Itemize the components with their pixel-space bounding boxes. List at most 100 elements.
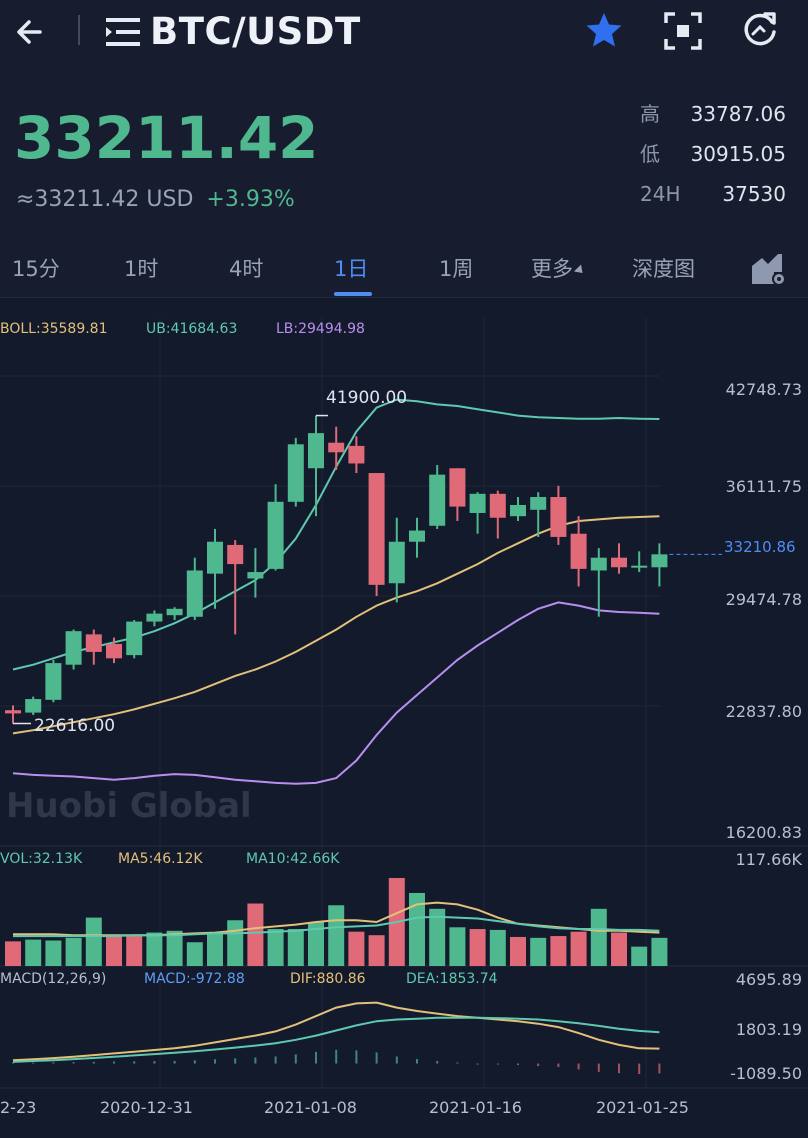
kline-chart[interactable]: BOLL:35589.81 UB:41684.63 LB:29494.98 42…	[0, 298, 808, 1138]
legend-boll: BOLL:35589.81	[0, 321, 108, 337]
volume-bar	[186, 942, 203, 966]
tab-more-label: 更多	[531, 257, 573, 281]
macd-histogram-bar	[193, 1060, 196, 1064]
interval-tabs: 15分 1时 4时 1日 1周 更多 深度图	[0, 244, 808, 298]
top-bar: BTC/USDT	[0, 0, 808, 64]
volume-bar	[651, 937, 668, 966]
macd-histogram-bar	[658, 1063, 661, 1074]
tab-depth[interactable]: 深度图	[632, 257, 695, 281]
macd-histogram-bar	[476, 1063, 479, 1065]
macd-histogram-bar	[537, 1063, 540, 1067]
candle-body	[65, 631, 82, 665]
volume-bar	[570, 931, 587, 966]
candle-body	[510, 504, 526, 517]
candle-body	[368, 473, 385, 585]
active-tab-indicator	[334, 292, 372, 296]
candle-body	[25, 699, 42, 713]
ticker-stats: 高 33787.06 低 30915.05 24H 37530	[636, 96, 786, 216]
candle-body	[287, 444, 304, 502]
stat-volume: 24H 37530	[636, 176, 786, 216]
legend-ub: UB:41684.63	[146, 321, 238, 337]
tab-1day[interactable]: 1日	[334, 257, 369, 281]
macd-histogram-bar	[335, 1049, 338, 1064]
tab-more[interactable]: 更多	[531, 254, 587, 284]
macd-histogram-bar	[92, 1061, 95, 1064]
pair-title[interactable]: BTC/USDT	[150, 10, 361, 53]
back-arrow-icon[interactable]	[10, 10, 54, 54]
tab-1hour[interactable]: 1时	[124, 257, 159, 281]
macd-histogram-bar	[597, 1063, 600, 1072]
candle-body	[388, 541, 405, 584]
candle-body	[5, 710, 21, 714]
volume-bar	[590, 908, 607, 966]
macd-histogram-bar	[113, 1061, 115, 1064]
candle-body	[489, 493, 506, 518]
macd-histogram-bar	[456, 1062, 459, 1064]
macd-histogram-bar	[517, 1063, 519, 1066]
candle-body	[146, 613, 163, 622]
candle-body	[126, 621, 143, 656]
candle-body	[590, 557, 607, 571]
candle-body	[328, 442, 345, 453]
price-change: +3.93%	[206, 187, 295, 212]
stat-volume-label: 24H	[640, 182, 681, 206]
dif-line	[12, 1001, 660, 1062]
volume-bar	[368, 935, 385, 966]
macd-histogram-bar	[72, 1062, 75, 1064]
macd-histogram-bar	[173, 1060, 176, 1064]
candle-body	[631, 565, 648, 568]
usd-equivalent: ≈33211.42 USD	[16, 187, 194, 212]
star-icon[interactable]	[584, 10, 624, 50]
volume-bar	[631, 946, 648, 966]
max-price-label: 41900.00	[326, 388, 408, 408]
legend-lb: LB:29494.98	[276, 321, 365, 337]
volume-bar	[328, 905, 345, 966]
last-price: 33211.42	[14, 104, 319, 172]
candle-body	[469, 493, 486, 513]
candle-body	[429, 474, 446, 526]
macd-histogram-bar	[294, 1054, 297, 1064]
tab-4hour[interactable]: 4时	[229, 257, 264, 281]
candle-body	[85, 634, 102, 652]
tab-15min[interactable]: 15分	[12, 257, 60, 281]
candle-body	[409, 530, 425, 542]
macd-histogram-bar	[577, 1063, 580, 1070]
volume-tick: 117.66K	[735, 850, 802, 869]
legend-macd: MACD:-972.88	[144, 971, 245, 987]
tab-1week[interactable]: 1周	[439, 257, 474, 281]
macd-histogram-bar	[618, 1063, 620, 1074]
candle-body	[651, 554, 668, 568]
volume-bar	[5, 941, 21, 966]
candle-body	[530, 497, 547, 510]
x-tick: 2021-01-16	[429, 1098, 522, 1117]
scan-icon[interactable]	[662, 10, 704, 52]
chart-settings-icon[interactable]	[748, 250, 788, 290]
macd-histogram-bar	[416, 1058, 418, 1064]
volume-bar	[267, 929, 284, 966]
boll-lower-line	[12, 601, 660, 785]
header-divider	[78, 15, 80, 45]
refresh-icon[interactable]	[738, 8, 782, 52]
x-tick: 2021-01-08	[264, 1098, 357, 1117]
candle-body	[449, 468, 466, 507]
macd-histogram-bar	[214, 1059, 216, 1064]
macd-histogram-bar	[315, 1051, 317, 1064]
volume-bar	[247, 903, 264, 966]
macd-tick: 1803.19	[735, 1020, 802, 1039]
price-tick: 36111.75	[725, 477, 802, 496]
macd-histogram-bar	[274, 1056, 277, 1064]
volume-bar	[409, 892, 425, 966]
stat-high: 高 33787.06	[636, 96, 786, 136]
volume-bar	[510, 936, 526, 966]
volume-bar	[429, 908, 446, 966]
menu-list-icon[interactable]	[104, 14, 142, 50]
macd-histogram-bar	[557, 1063, 560, 1068]
dea-line	[12, 1016, 660, 1063]
legend-dea: DEA:1853.74	[406, 971, 498, 987]
volume-bar	[449, 927, 466, 966]
candle-body	[166, 608, 183, 616]
candle-body	[348, 445, 365, 464]
macd-histogram-bar	[375, 1052, 378, 1064]
macd-histogram-bar	[436, 1061, 439, 1064]
macd-histogram-bar	[496, 1063, 499, 1065]
